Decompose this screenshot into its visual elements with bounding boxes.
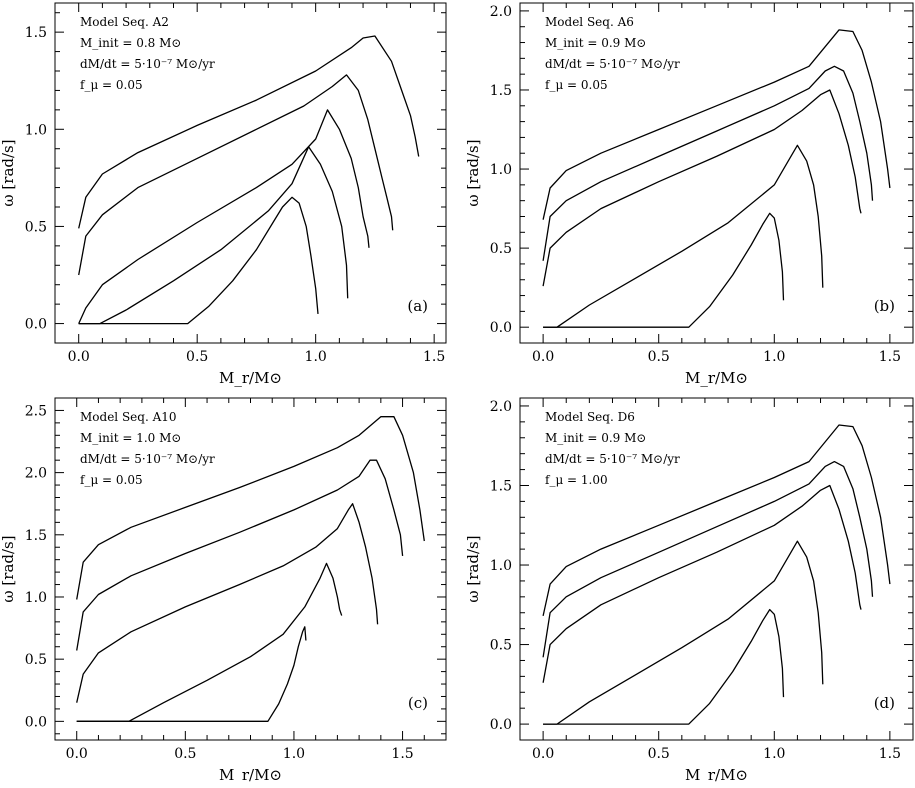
y-tick-label: 2.0 — [490, 4, 512, 20]
x-axis-label: M_r/M⊙ — [685, 369, 748, 387]
series-line-1 — [542, 424, 891, 617]
y-axis-label: ω [rad/s] — [0, 139, 17, 206]
y-tick-label: 0.5 — [25, 652, 47, 668]
x-tick-label: 0.5 — [648, 746, 670, 762]
y-tick-label: 0.5 — [490, 638, 512, 654]
annotation-line: Model Seq. A10 — [80, 410, 177, 424]
x-axis-label: M_r/M⊙ — [685, 766, 748, 783]
annotation-line: Model Seq. A2 — [80, 15, 169, 29]
plot-frame — [54, 397, 447, 741]
series-line-3 — [542, 89, 862, 287]
x-tick-label: 0.5 — [174, 746, 196, 762]
series-line-4 — [76, 562, 343, 722]
annotation-line: M_init = 1.0 M⊙ — [80, 431, 181, 445]
chart-panel-d: 0.0 0.5 1.0 1.5 0.0 0.5 1.0 1.5 2.0 M_r/M⊙ ω [rad/… — [464, 397, 914, 784]
annotation-line: M_init = 0.9 M⊙ — [545, 36, 646, 50]
plot-frame — [519, 2, 914, 344]
x-tick-label: 1.0 — [763, 746, 785, 762]
y-tick-label: 1.0 — [25, 590, 47, 606]
x-tick-label: 1.0 — [305, 349, 327, 365]
series-line-5 — [543, 608, 785, 725]
x-tick-label: 0.5 — [186, 349, 208, 365]
y-tick-label: 2.0 — [490, 399, 512, 415]
x-tick-label: 0.5 — [648, 349, 670, 365]
y-axis-label: ω [rad/s] — [464, 535, 482, 602]
plot-frame — [519, 397, 914, 741]
x-tick-label: 0.0 — [532, 349, 554, 365]
series-line-3 — [542, 484, 862, 683]
annotation-line: M_init = 0.8 M⊙ — [80, 36, 181, 50]
x-axis-label: M_r/M⊙ — [219, 369, 282, 387]
annotation-line: M_init = 0.9 M⊙ — [545, 431, 646, 445]
annotation-line: Model Seq. A6 — [545, 15, 634, 29]
series-line-3 — [78, 109, 370, 324]
annotation-line: dM/dt = 5·10⁻⁷ M⊙/yr — [545, 57, 680, 71]
chart-panel-a: 0.0 0.5 1.0 1.5 0.0 0.5 1.0 1.5 M_r/M⊙ ω [rad/s] M… — [0, 2, 447, 387]
y-tick-label: 0.0 — [490, 320, 512, 336]
series-line-5 — [543, 212, 785, 328]
y-axis-label: ω [rad/s] — [0, 535, 17, 602]
y-tick-label: 1.5 — [25, 528, 47, 544]
panel-label: (c) — [408, 694, 428, 712]
series-line-2 — [542, 65, 874, 261]
y-tick-label: 0.5 — [490, 241, 512, 257]
annotation-line: dM/dt = 5·10⁻⁷ M⊙/yr — [545, 452, 680, 466]
panel-label: (b) — [874, 297, 895, 315]
y-axis-label: ω [rad/s] — [464, 139, 482, 206]
y-tick-label: 1.0 — [490, 162, 512, 178]
y-tick-label: 1.5 — [490, 83, 512, 99]
series-line-4 — [543, 144, 824, 328]
x-tick-label: 1.5 — [879, 349, 901, 365]
panel-label: (d) — [874, 694, 895, 712]
series-line-1 — [78, 35, 420, 229]
annotation-line: f_μ = 1.00 — [545, 473, 608, 487]
x-tick-label: 1.5 — [391, 746, 413, 762]
y-tick-label: 1.5 — [25, 25, 47, 41]
series-line-2 — [76, 459, 404, 651]
series-line-3 — [76, 503, 379, 703]
y-tick-label: 2.5 — [25, 403, 47, 419]
x-tick-label: 0.0 — [68, 349, 90, 365]
series-line-5 — [78, 196, 319, 325]
annotation-line: dM/dt = 5·10⁻⁷ M⊙/yr — [80, 452, 215, 466]
series-line-4 — [543, 540, 824, 725]
x-tick-label: 1.5 — [879, 746, 901, 762]
chart-panel-c: 0.0 0.5 1.0 1.5 0.0 0.5 1.0 1.5 2.0 2.5 M_r/M⊙ ω [r… — [0, 397, 447, 784]
y-tick-label: 1.0 — [25, 122, 47, 138]
x-tick-label: 1.0 — [763, 349, 785, 365]
x-tick-label: 0.0 — [66, 746, 88, 762]
annotation-line: f_μ = 0.05 — [545, 78, 608, 92]
annotation-line: Model Seq. D6 — [545, 410, 635, 424]
annotation-line: f_μ = 0.05 — [80, 78, 143, 92]
x-tick-label: 1.0 — [283, 746, 305, 762]
panel-label: (a) — [407, 297, 428, 315]
x-tick-label: 0.0 — [532, 746, 554, 762]
y-tick-label: 1.5 — [490, 478, 512, 494]
y-tick-label: 1.0 — [490, 558, 512, 574]
series-line-4 — [78, 146, 349, 325]
series-line-1 — [542, 29, 891, 220]
x-tick-label: 1.5 — [423, 349, 445, 365]
x-axis-label: M_r/M⊙ — [219, 766, 282, 783]
chart-panel-b: 0.0 0.5 1.0 1.5 0.0 0.5 1.0 1.5 2.0 M_r/M⊙ ω [rad/… — [464, 2, 914, 387]
annotation-line: dM/dt = 5·10⁻⁷ M⊙/yr — [80, 57, 215, 71]
y-tick-label: 2.0 — [25, 466, 47, 482]
annotation-line: f_μ = 0.05 — [80, 473, 143, 487]
y-tick-label: 0.5 — [25, 219, 47, 235]
series-line-2 — [78, 74, 394, 276]
series-line-1 — [76, 416, 425, 600]
plot-frame — [54, 2, 447, 344]
y-tick-label: 0.0 — [25, 714, 47, 730]
series-line-5 — [76, 626, 307, 722]
y-tick-label: 0.0 — [490, 717, 512, 733]
series-line-2 — [542, 460, 874, 658]
y-tick-label: 0.0 — [25, 317, 47, 333]
